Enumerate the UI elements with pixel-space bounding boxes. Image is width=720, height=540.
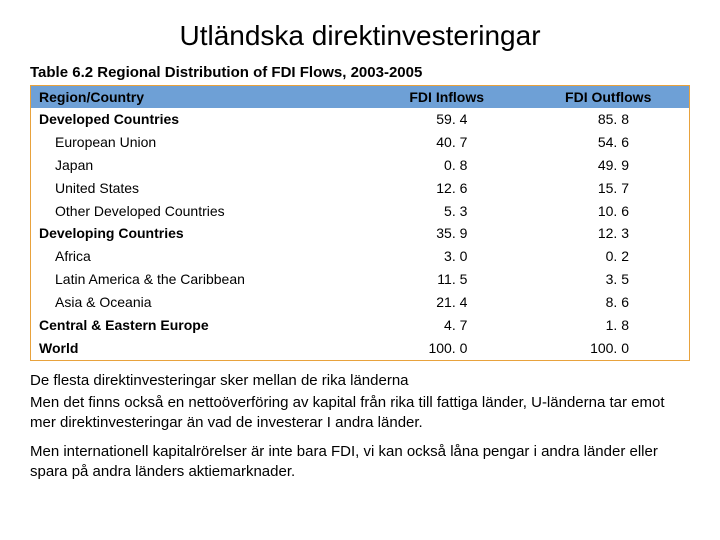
row-inflows: 21. 4 <box>366 291 527 314</box>
row-inflows: 4. 7 <box>366 314 527 337</box>
table-row: Developing Countries35. 912. 3 <box>31 222 690 245</box>
row-label: Developed Countries <box>31 108 367 131</box>
row-label: Other Developed Countries <box>31 200 367 223</box>
table-row: United States12. 615. 7 <box>31 177 690 200</box>
row-inflows: 11. 5 <box>366 268 527 291</box>
fdi-table: Region/Country FDI Inflows FDI Outflows … <box>30 85 690 361</box>
row-label: Asia & Oceania <box>31 291 367 314</box>
row-outflows: 0. 2 <box>527 245 689 268</box>
row-label: World <box>31 337 367 360</box>
col-region: Region/Country <box>31 86 367 109</box>
row-inflows: 59. 4 <box>366 108 527 131</box>
row-outflows: 12. 3 <box>527 222 689 245</box>
row-label: Japan <box>31 154 367 177</box>
row-outflows: 100. 0 <box>527 337 689 360</box>
row-label: Africa <box>31 245 367 268</box>
row-outflows: 49. 9 <box>527 154 689 177</box>
table-body: Developed Countries59. 485. 8European Un… <box>31 108 690 360</box>
row-inflows: 35. 9 <box>366 222 527 245</box>
row-label: European Union <box>31 131 367 154</box>
row-inflows: 3. 0 <box>366 245 527 268</box>
row-outflows: 8. 6 <box>527 291 689 314</box>
row-outflows: 3. 5 <box>527 268 689 291</box>
table-row: Africa3. 00. 2 <box>31 245 690 268</box>
row-outflows: 10. 6 <box>527 200 689 223</box>
table-row: World100. 0100. 0 <box>31 337 690 360</box>
row-label: Developing Countries <box>31 222 367 245</box>
table-row: Central & Eastern Europe4. 71. 8 <box>31 314 690 337</box>
row-outflows: 1. 8 <box>527 314 689 337</box>
row-outflows: 15. 7 <box>527 177 689 200</box>
table-row: European Union40. 754. 6 <box>31 131 690 154</box>
paragraph-3: Men internationell kapitalrörelser är in… <box>30 442 690 483</box>
paragraph-1: De flesta direktinvesteringar sker mella… <box>30 371 690 391</box>
body-text: De flesta direktinvesteringar sker mella… <box>30 371 690 482</box>
table-row: Latin America & the Caribbean11. 53. 5 <box>31 268 690 291</box>
row-label: Latin America & the Caribbean <box>31 268 367 291</box>
row-inflows: 12. 6 <box>366 177 527 200</box>
table-row: Asia & Oceania21. 48. 6 <box>31 291 690 314</box>
row-inflows: 5. 3 <box>366 200 527 223</box>
row-inflows: 40. 7 <box>366 131 527 154</box>
table-header-row: Region/Country FDI Inflows FDI Outflows <box>31 86 690 109</box>
paragraph-2: Men det finns också en nettoöverföring a… <box>30 393 690 434</box>
row-outflows: 85. 8 <box>527 108 689 131</box>
row-label: Central & Eastern Europe <box>31 314 367 337</box>
table-row: Japan0. 849. 9 <box>31 154 690 177</box>
table-row: Other Developed Countries5. 310. 6 <box>31 200 690 223</box>
col-outflows: FDI Outflows <box>527 86 689 109</box>
col-inflows: FDI Inflows <box>366 86 527 109</box>
table-caption: Table 6.2 Regional Distribution of FDI F… <box>30 64 690 81</box>
page-title: Utländska direktinvesteringar <box>30 20 690 52</box>
table-row: Developed Countries59. 485. 8 <box>31 108 690 131</box>
row-label: United States <box>31 177 367 200</box>
row-outflows: 54. 6 <box>527 131 689 154</box>
row-inflows: 0. 8 <box>366 154 527 177</box>
row-inflows: 100. 0 <box>366 337 527 360</box>
